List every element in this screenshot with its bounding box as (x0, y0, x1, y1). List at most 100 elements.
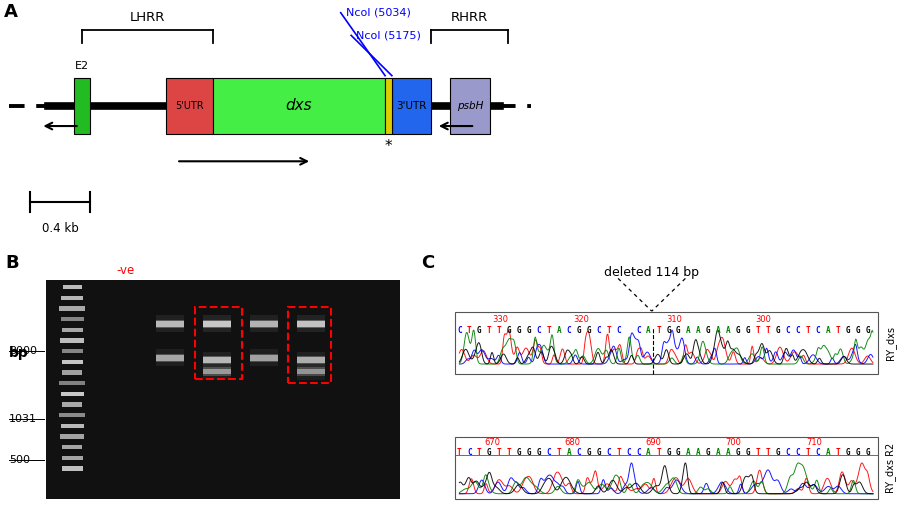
Bar (156, 350, 184, 366)
Text: G: G (706, 448, 711, 457)
Text: 1: 1 (167, 264, 174, 277)
Bar (61, 349, 83, 354)
Text: 500: 500 (9, 455, 30, 465)
Bar (454, 313, 878, 374)
Text: 680: 680 (564, 438, 581, 447)
Text: C: C (537, 326, 541, 335)
Text: T: T (467, 326, 472, 335)
Bar (60, 306, 85, 311)
Text: A: A (825, 448, 830, 457)
Text: A: A (557, 326, 562, 335)
Text: RY_dxs: RY_dxs (885, 326, 896, 360)
Bar (62, 370, 82, 375)
Text: 1031: 1031 (9, 414, 38, 425)
Text: G: G (586, 448, 591, 457)
Bar (63, 285, 82, 289)
Text: C: C (796, 448, 801, 457)
Text: C: C (566, 326, 572, 335)
Text: G: G (537, 448, 541, 457)
Text: T: T (547, 326, 551, 335)
Bar (60, 434, 84, 439)
Text: T: T (557, 448, 562, 457)
Bar (202, 363, 232, 380)
Text: A: A (696, 326, 701, 335)
Bar (156, 354, 184, 362)
Bar (250, 354, 278, 362)
Text: C: C (596, 326, 601, 335)
Text: T: T (835, 326, 840, 335)
Text: bp: bp (9, 346, 29, 360)
Text: E2: E2 (75, 61, 90, 70)
Text: 700: 700 (725, 438, 741, 447)
Text: G: G (776, 326, 780, 335)
Text: G: G (517, 448, 521, 457)
Text: 2: 2 (213, 264, 221, 277)
Bar (166, 78, 213, 134)
Text: G: G (845, 326, 850, 335)
Text: RHRR: RHRR (451, 11, 488, 24)
Bar (385, 78, 392, 134)
Text: A: A (686, 448, 691, 457)
Text: G: G (706, 326, 711, 335)
Text: dxs: dxs (286, 98, 312, 114)
Bar (297, 320, 325, 328)
Bar (297, 316, 325, 332)
Text: T: T (835, 448, 840, 457)
Text: T: T (806, 448, 811, 457)
Text: G: G (507, 326, 511, 335)
Text: G: G (746, 448, 750, 457)
Text: C: C (796, 326, 801, 335)
Text: 670: 670 (485, 438, 500, 447)
Text: *: * (385, 139, 392, 154)
Bar (250, 320, 278, 328)
Bar (202, 320, 232, 328)
Text: B: B (5, 254, 18, 272)
Text: NcoI (5175): NcoI (5175) (356, 30, 421, 41)
Text: T: T (756, 448, 760, 457)
Bar (194, 307, 242, 379)
Text: 300: 300 (755, 315, 771, 324)
Bar (156, 320, 184, 328)
Bar (250, 321, 278, 326)
Text: C: C (616, 326, 621, 335)
Text: G: G (866, 326, 870, 335)
Text: T: T (766, 326, 770, 335)
Text: 690: 690 (645, 438, 660, 447)
Bar (60, 381, 85, 386)
Bar (297, 356, 325, 364)
Text: T: T (496, 448, 501, 457)
Text: G: G (576, 326, 581, 335)
Bar (46, 280, 400, 499)
Text: A: A (696, 448, 701, 457)
Text: C: C (815, 326, 820, 335)
Text: G: G (866, 448, 870, 457)
Text: C: C (637, 326, 641, 335)
Text: deleted 114 bp: deleted 114 bp (605, 266, 699, 279)
Bar (297, 368, 325, 376)
Text: T: T (477, 448, 482, 457)
Text: G: G (487, 448, 492, 457)
Text: T: T (457, 448, 462, 457)
Text: 320: 320 (573, 315, 589, 324)
Text: 710: 710 (806, 438, 822, 447)
Bar (202, 352, 232, 369)
Bar (202, 316, 232, 332)
Bar (297, 358, 325, 363)
Bar (250, 316, 278, 332)
Bar (392, 78, 431, 134)
Text: G: G (676, 326, 681, 335)
Text: A: A (566, 448, 572, 457)
Text: 310: 310 (666, 315, 682, 324)
Text: C: C (457, 326, 462, 335)
Bar (156, 316, 184, 332)
Text: G: G (676, 448, 681, 457)
Text: A: A (4, 3, 17, 21)
Bar (250, 350, 278, 366)
Bar (451, 78, 489, 134)
Text: RY_dxs R2: RY_dxs R2 (885, 443, 896, 493)
Bar (213, 78, 385, 134)
Text: G: G (517, 326, 521, 335)
Bar (297, 363, 325, 380)
Text: T: T (756, 326, 760, 335)
Text: G: G (736, 448, 740, 457)
